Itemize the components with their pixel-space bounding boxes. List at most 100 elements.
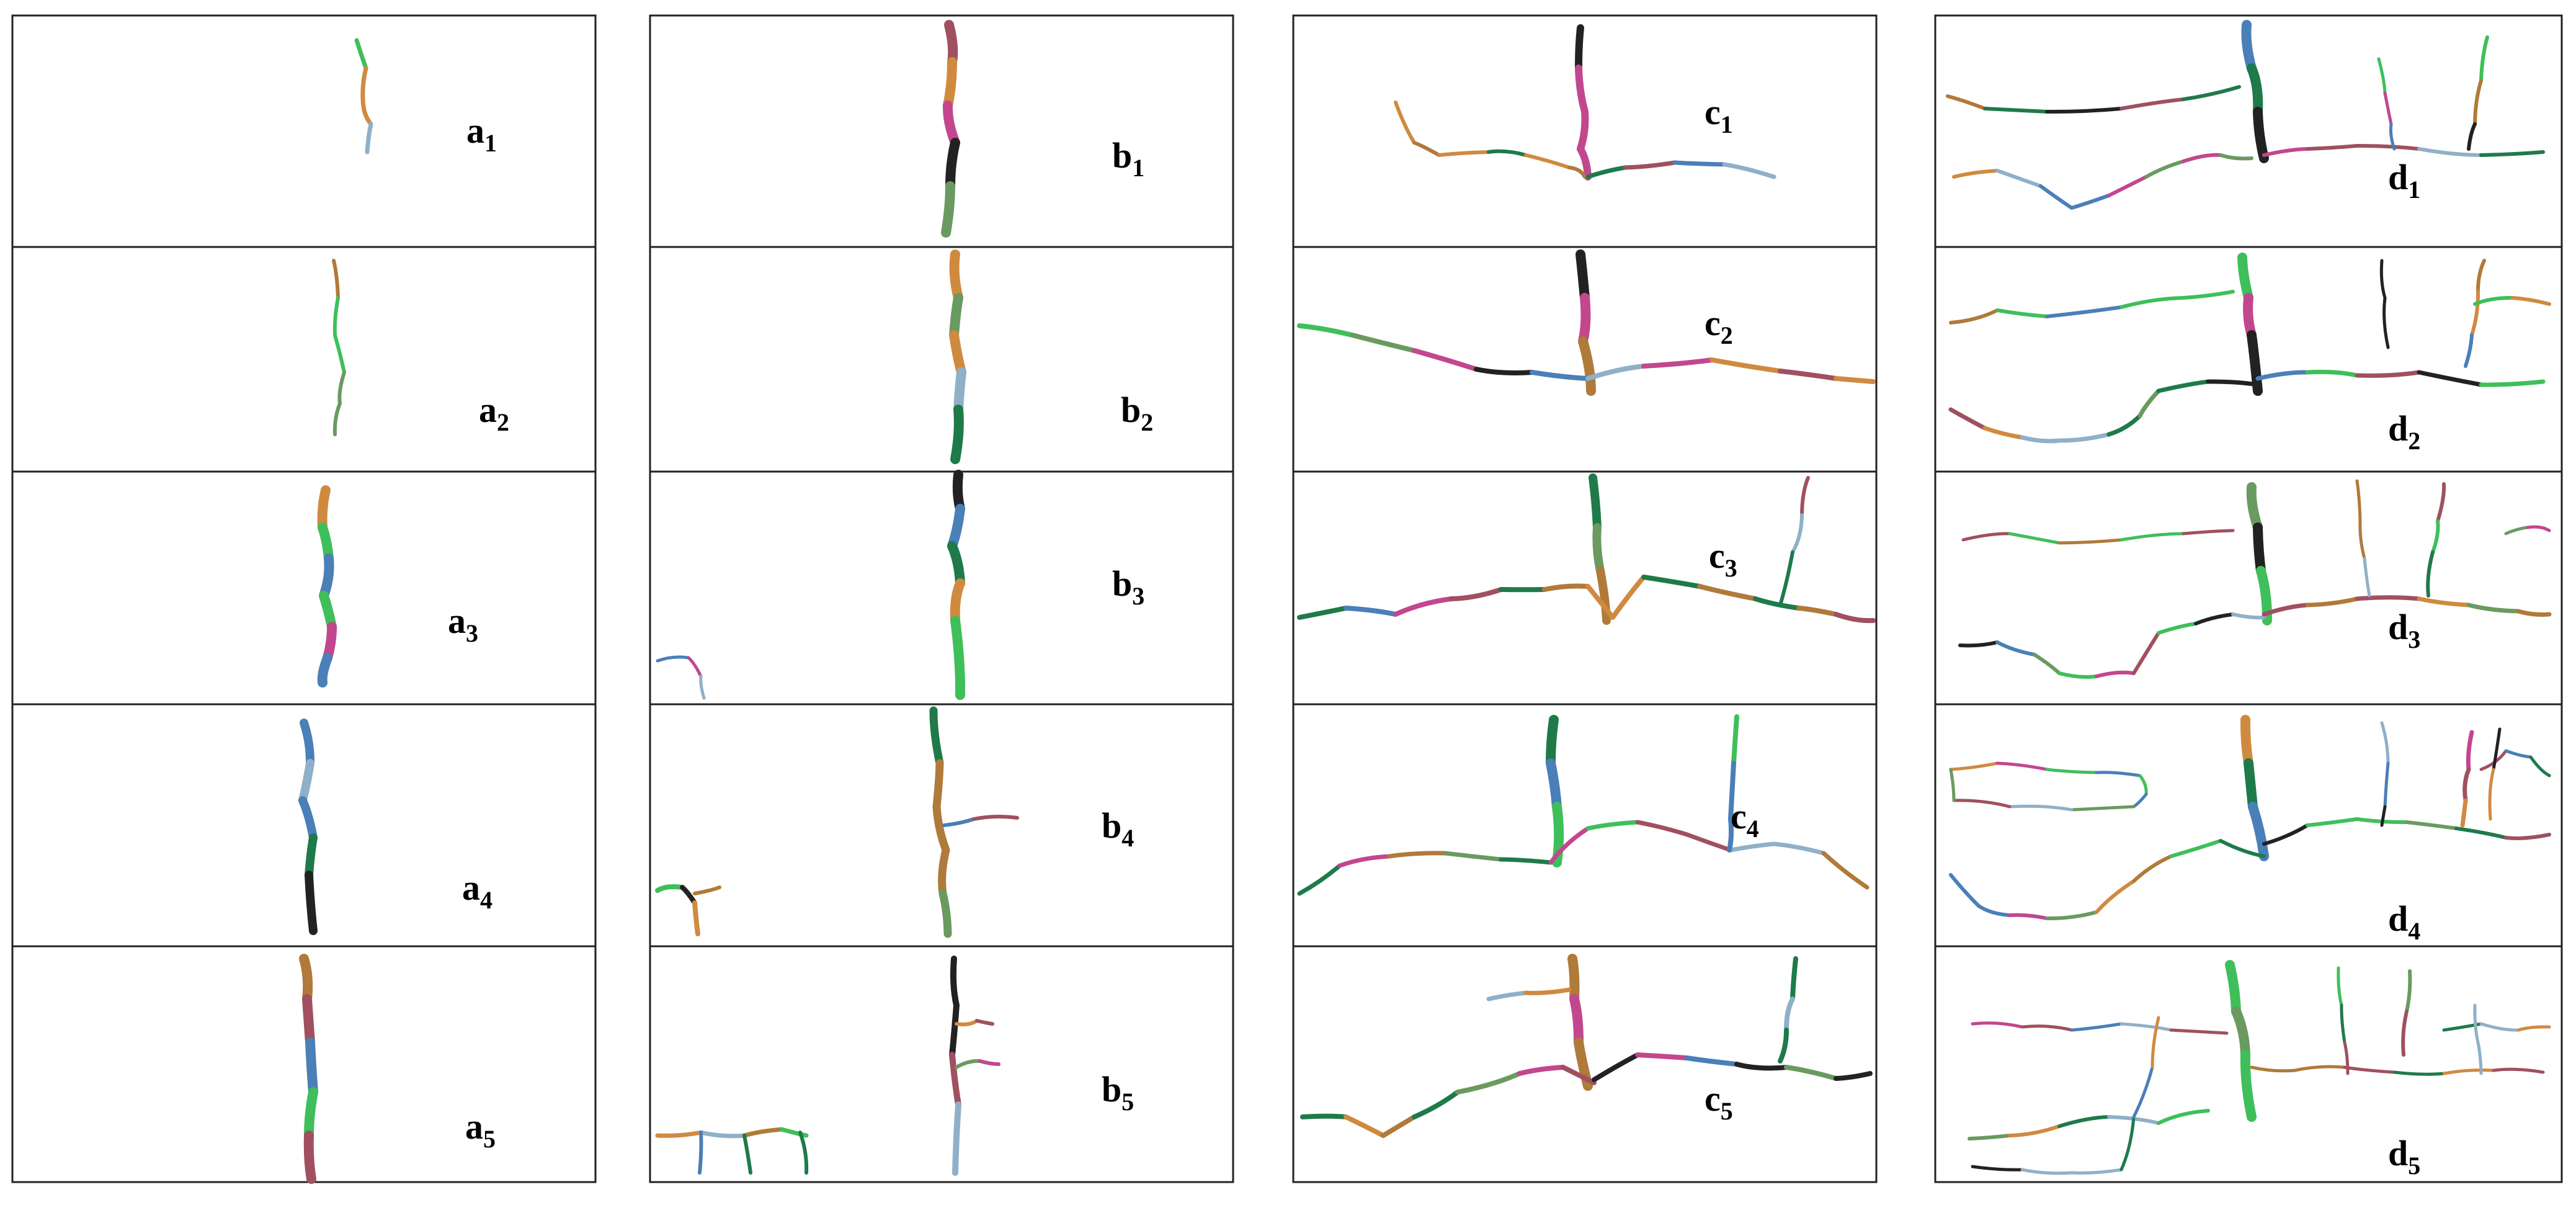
crack-d4-l2-segment xyxy=(2008,913,2049,920)
crack-c2-segment xyxy=(1575,249,1590,303)
crack-a2-segment xyxy=(332,296,340,337)
crack-c3-h-segment xyxy=(1344,606,1398,617)
crack-d5-b1-segment xyxy=(2340,1003,2346,1044)
crack-d4-l2-segment xyxy=(2219,839,2266,858)
crack-c4-h-segment xyxy=(1548,826,1590,865)
crack-d5-l3-segment xyxy=(1971,1165,2024,1172)
crack-c5-h-segment xyxy=(1517,1065,1566,1076)
crack-d4-b3-segment xyxy=(2504,749,2533,759)
crack-d2-r-segment xyxy=(2355,370,2422,378)
panel-label-b1: b1 xyxy=(1112,135,1144,182)
crack-c3-h-segment xyxy=(1834,612,1876,624)
crack-d3-r-segment xyxy=(2466,603,2521,614)
crack-d5-b2-segment xyxy=(2401,1010,2409,1057)
crack-d5-segment xyxy=(2240,1050,2257,1122)
crack-d4-segment xyxy=(2248,802,2269,861)
panel-label-d5: d5 xyxy=(2388,1133,2420,1180)
crack-d3-r-segment xyxy=(2355,595,2422,601)
crack-d1-r-segment xyxy=(2479,150,2545,157)
crack-b5-branch3-segment xyxy=(779,1127,809,1138)
crack-d3-l2-segment xyxy=(2095,670,2136,678)
panel-labels: a1 a2 a3 a4 a5 b1 b2 b3 b4 b5 c1 c2 c3 c… xyxy=(448,92,2420,1180)
crack-d4-r-segment xyxy=(2454,827,2508,840)
crack-c1-left-segment xyxy=(1437,150,1491,157)
crack-d5-b4-segment xyxy=(2476,1041,2483,1075)
crack-c4-h-segment xyxy=(1635,820,1690,837)
crack-d1-b2-segment xyxy=(2473,79,2483,126)
crack-d4-b1-segment xyxy=(2383,761,2390,809)
crack-d5-l1-segment xyxy=(1971,1021,2024,1029)
crack-d1-l1-segment xyxy=(2182,85,2241,101)
crack-a4-segment xyxy=(305,871,318,935)
crack-b5-branch5-segment xyxy=(742,1134,752,1175)
crack-a1-segment xyxy=(365,122,373,155)
crack-c4-h-segment xyxy=(1443,851,1504,862)
panel-label-c2: c2 xyxy=(1705,303,1733,349)
crack-d5-r-segment xyxy=(2293,1065,2346,1072)
crack-b3-segment xyxy=(950,578,965,625)
crack-d2-b2-segment xyxy=(2470,290,2480,337)
column-d-frame xyxy=(1934,14,2563,1183)
crack-d1-b2-segment xyxy=(2479,35,2489,83)
crack-c5-segment xyxy=(1569,994,1584,1047)
crack-c2-segment xyxy=(1578,293,1591,346)
crack-d2-l1-segment xyxy=(1995,308,2049,318)
crack-c5-segment xyxy=(1567,954,1580,1004)
crack-b1-segment xyxy=(941,181,955,238)
crack-b2-segment xyxy=(949,293,963,340)
crack-a5-segment xyxy=(305,1037,318,1097)
crack-b1-segment xyxy=(943,57,957,110)
crack-d4-b3-segment xyxy=(2529,755,2551,778)
crack-d4-loop-segment xyxy=(2095,771,2142,778)
crack-c4-h-segment xyxy=(1387,851,1448,859)
crack-d5-r-segment xyxy=(2442,1068,2495,1075)
crack-c4-branch-segment xyxy=(1731,714,1739,766)
crack-d2-l2-segment xyxy=(2206,379,2260,387)
crack-c2-h-segment xyxy=(1530,370,1590,381)
panel-label-b4: b4 xyxy=(1102,805,1134,852)
crack-a1-segment xyxy=(354,38,368,71)
crack-c1-left-segment xyxy=(1412,141,1441,157)
crack-c1-right-segment xyxy=(1585,165,1628,179)
crack-b4-branch2-segment xyxy=(692,900,700,936)
column-b xyxy=(649,14,1234,1183)
crack-c4-h-segment xyxy=(1772,841,1826,856)
crack-d5-l4-segment xyxy=(2119,1115,2136,1172)
crack-d5-segment xyxy=(2225,960,2241,1016)
crack-c3-segment xyxy=(1596,567,1611,625)
crack-d4-loop-segment xyxy=(1995,761,2049,771)
crack-d2-l2-segment xyxy=(2106,413,2142,437)
crack-c3-segment xyxy=(1589,473,1602,532)
crack-d3-l2-segment xyxy=(2157,622,2198,635)
crack-c1-segment xyxy=(1574,24,1584,72)
column-d xyxy=(1934,14,2563,1183)
crack-d5-b1-segment xyxy=(2343,1041,2350,1075)
crack-d3-r-segment xyxy=(2516,609,2552,617)
crack-d2-l2-segment xyxy=(2057,432,2111,443)
crack-d3-l1-segment xyxy=(2008,532,2061,545)
crack-c4-branch-segment xyxy=(1728,761,1736,822)
crack-b4-segment xyxy=(932,802,950,854)
crack-d5-r-segment xyxy=(2392,1070,2446,1076)
crack-c2-h-segment xyxy=(1297,323,1355,338)
crack-c2-h-segment xyxy=(1641,357,1714,369)
crack-d3-l2-segment xyxy=(1958,640,1999,648)
crack-b2-segment xyxy=(953,367,966,415)
crack-b5-branch3-segment xyxy=(698,1130,747,1139)
crack-d2-l2-segment xyxy=(2020,435,2062,444)
panel-label-c4: c4 xyxy=(1731,796,1759,843)
crack-d4-segment xyxy=(2244,758,2258,812)
crack-c5-right-segment xyxy=(1685,1055,1739,1067)
crack-b5-branch6-segment xyxy=(798,1131,809,1175)
crack-d1-l2-segment xyxy=(2070,194,2111,210)
crack-c3-h-segment xyxy=(1542,583,1590,592)
crack-d3-l2-segment xyxy=(2057,671,2098,679)
crack-b4-branch2-segment xyxy=(655,884,685,893)
crack-b4-branch-segment xyxy=(972,814,1019,821)
crack-c2-segment xyxy=(1578,336,1596,396)
crack-b3-segment xyxy=(950,616,966,700)
crack-c3-h-segment xyxy=(1393,596,1454,617)
crack-c1-right-segment xyxy=(1672,160,1727,167)
crack-b5-branch2-segment xyxy=(978,1059,1001,1066)
crack-c4-branch-segment xyxy=(1727,817,1734,853)
